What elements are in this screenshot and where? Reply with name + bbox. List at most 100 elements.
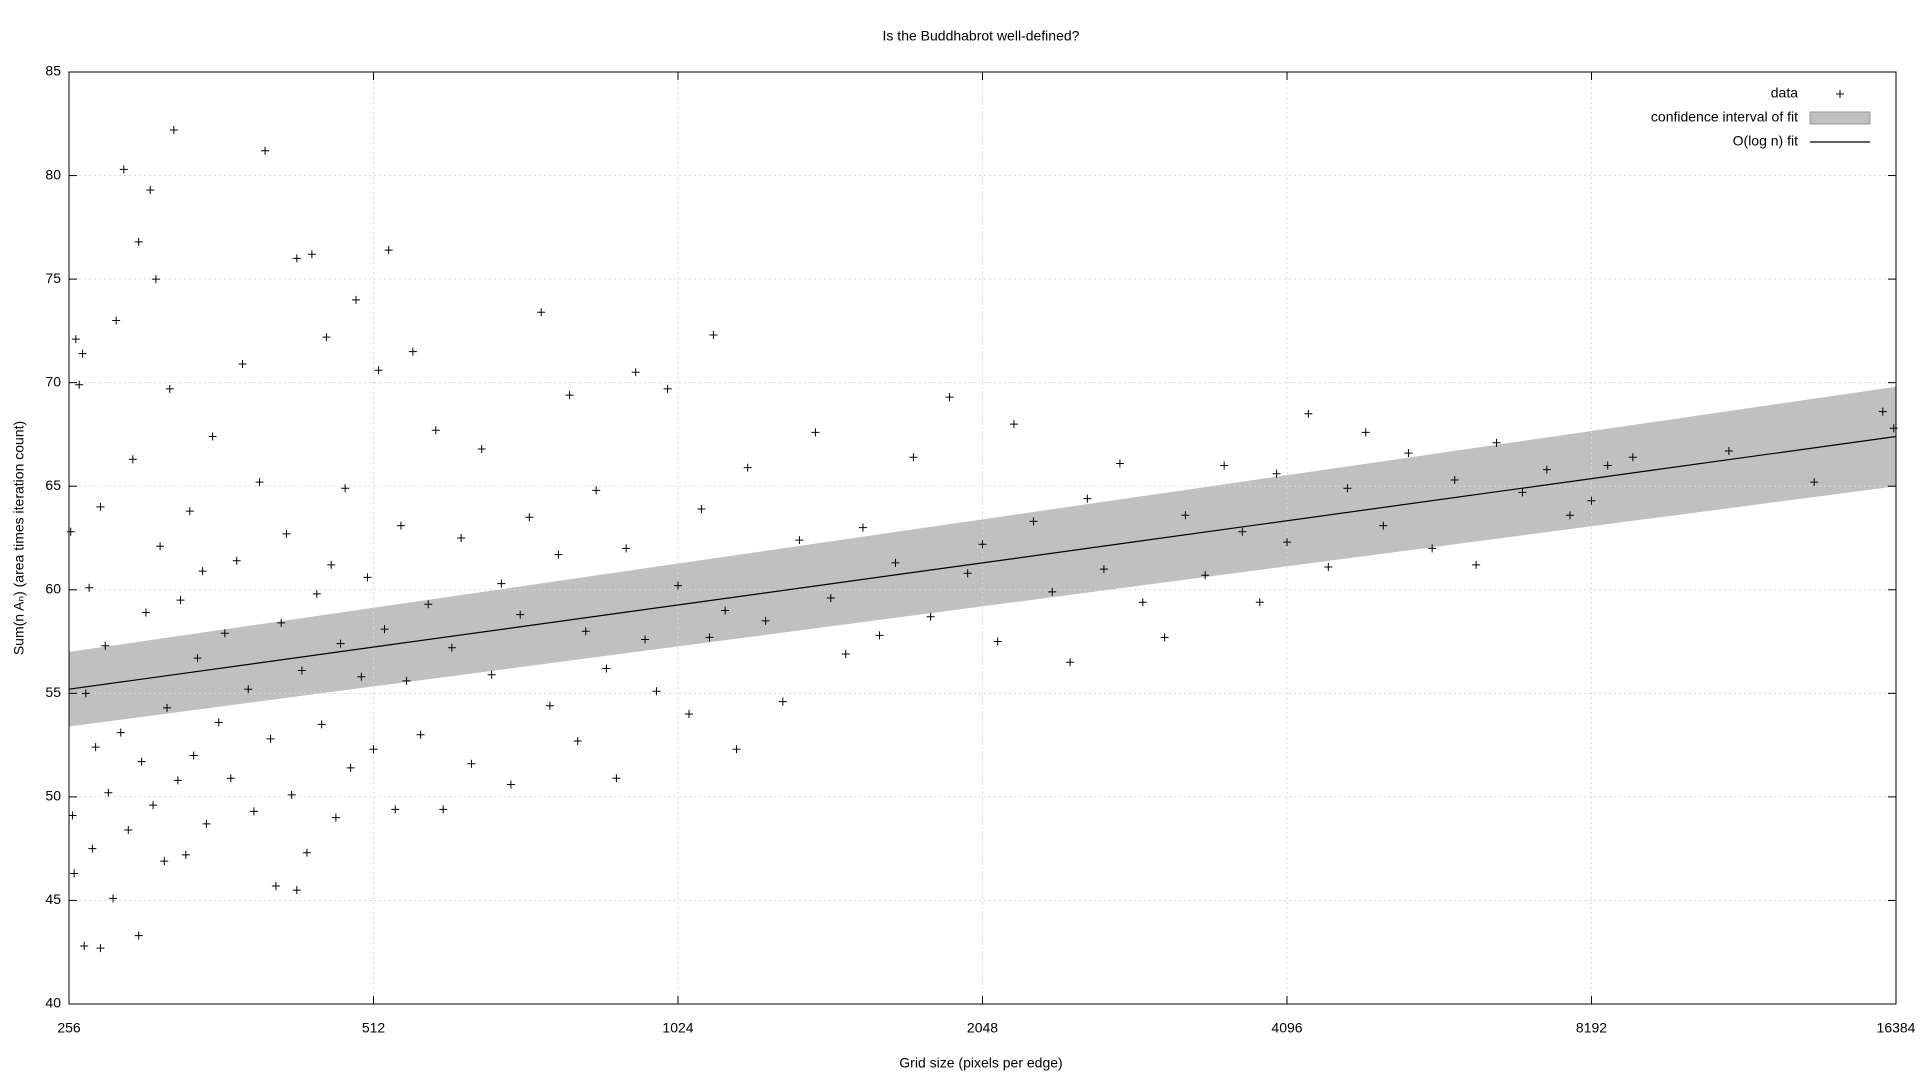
data-point (214, 718, 223, 727)
data-point (163, 703, 172, 712)
data-point (149, 801, 158, 810)
data-point (1603, 461, 1612, 470)
data-point (70, 869, 79, 878)
data-point (312, 589, 321, 598)
data-point (1048, 587, 1057, 596)
data-point (1565, 511, 1574, 520)
x-tick-label: 2048 (967, 1020, 998, 1036)
legend-label: confidence interval of fit (1651, 109, 1798, 125)
data-point (91, 743, 100, 752)
data-point (431, 426, 440, 435)
data-point (141, 608, 150, 617)
data-point (926, 612, 935, 621)
data-point (255, 478, 264, 487)
data-point (292, 254, 301, 263)
data-point (331, 813, 340, 822)
data-point (1810, 478, 1819, 487)
data-point (891, 558, 900, 567)
data-point (198, 567, 207, 576)
data-point (156, 542, 165, 551)
data-point (380, 625, 389, 634)
data-point (1518, 488, 1527, 497)
data-point (1724, 447, 1733, 456)
fit-line (68, 435, 1897, 690)
data-point (96, 944, 105, 953)
data-point (545, 701, 554, 710)
data-point (1160, 633, 1169, 642)
legend-label: data (1771, 85, 1798, 101)
data-point (185, 507, 194, 516)
data-point (697, 505, 706, 514)
data-point (826, 594, 835, 603)
data-point (208, 432, 217, 441)
data-point (71, 335, 80, 344)
data-point (189, 751, 198, 760)
data-point (1472, 560, 1481, 569)
data-point (761, 616, 770, 625)
data-point (369, 745, 378, 754)
x-tick-label: 16384 (1877, 1020, 1916, 1036)
data-point (96, 502, 105, 511)
data-point (119, 165, 128, 174)
data-point (1361, 428, 1370, 437)
legend-swatch (1809, 111, 1871, 125)
data-point (875, 631, 884, 640)
data-point (612, 774, 621, 783)
data-point (261, 146, 270, 155)
data-point (525, 513, 534, 522)
data-point (85, 583, 94, 592)
data-point (602, 664, 611, 673)
data-point (66, 527, 75, 536)
data-point (101, 641, 110, 650)
data-point (641, 635, 650, 644)
data-point (307, 250, 316, 259)
data-point (497, 579, 506, 588)
data-point (271, 881, 280, 890)
chart-title: Is the Buddhabrot well-defined? (883, 28, 1080, 44)
data-point (193, 654, 202, 663)
data-point (732, 745, 741, 754)
data-point (663, 384, 672, 393)
data-point (357, 672, 366, 681)
data-point (327, 560, 336, 569)
data-point (1404, 449, 1413, 458)
x-tick-label: 512 (362, 1020, 386, 1036)
data-point (363, 573, 372, 582)
data-point (978, 540, 987, 549)
y-tick-label: 40 (45, 995, 61, 1011)
data-point (581, 627, 590, 636)
data-point (963, 569, 972, 578)
data-point (146, 186, 155, 195)
data-point (160, 857, 169, 866)
y-tick-label: 45 (45, 891, 61, 907)
data-point (1272, 469, 1281, 478)
data-point (317, 720, 326, 729)
data-point (128, 455, 137, 464)
data-point (1450, 476, 1459, 485)
data-point (1428, 544, 1437, 553)
y-tick-label: 70 (45, 373, 61, 389)
data-point (709, 331, 718, 340)
data-point (778, 697, 787, 706)
data-point (795, 536, 804, 545)
data-point (351, 295, 360, 304)
data-point (457, 534, 466, 542)
data-point (1238, 527, 1247, 536)
data-point (408, 347, 417, 356)
data-point (226, 774, 235, 783)
mark-layer (66, 125, 1898, 953)
data-point (622, 544, 631, 553)
data-point (1066, 658, 1075, 667)
confidence-band (69, 386, 1896, 727)
legend-swatch (1836, 90, 1844, 98)
data-point (137, 757, 146, 766)
y-tick-label: 50 (45, 788, 61, 804)
data-point (1628, 453, 1637, 462)
band-layer (69, 386, 1896, 727)
data-point (80, 942, 89, 951)
data-point (1878, 407, 1887, 416)
data-point (1009, 420, 1018, 429)
legend: data confidence interval of fit O(log n) f… (1651, 85, 1871, 149)
